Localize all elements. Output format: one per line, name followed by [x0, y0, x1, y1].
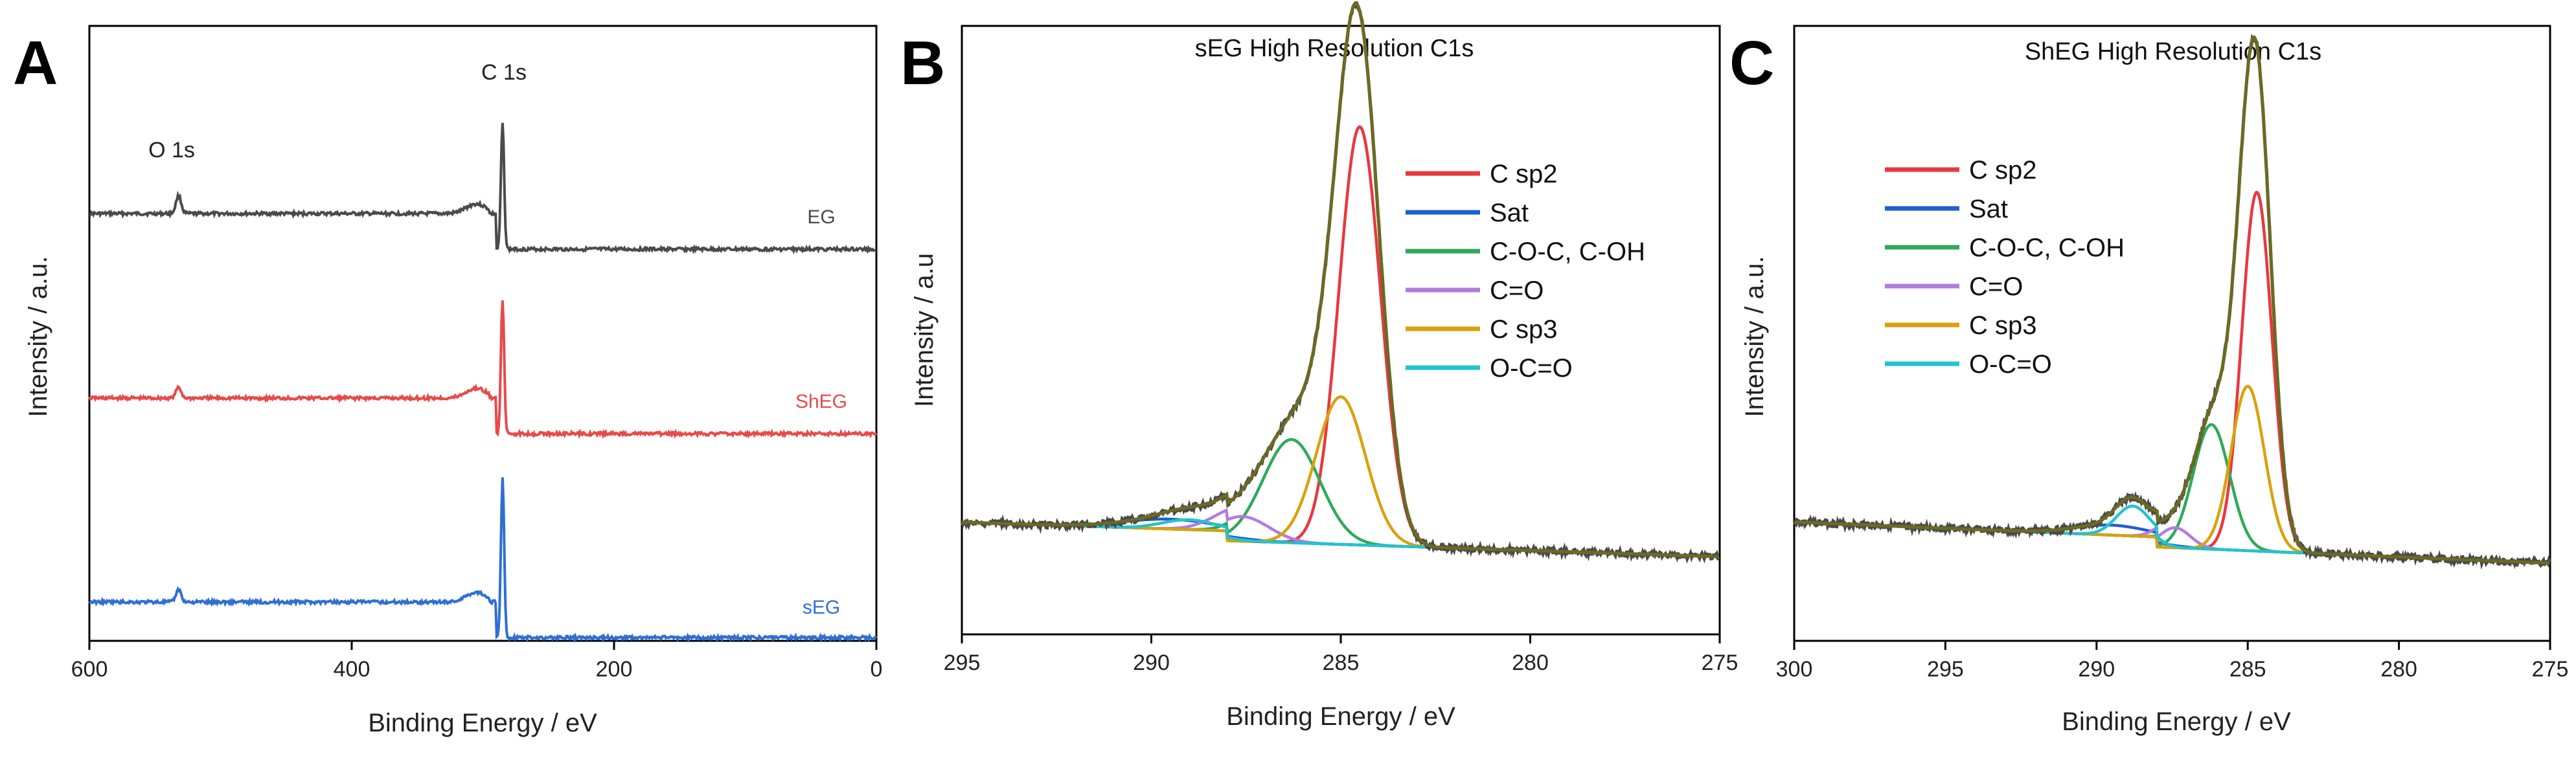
panelB-component-csp2 [1037, 125, 1567, 553]
panelB-tick-label: 295 [944, 651, 981, 675]
panelC-tick-label: 290 [2078, 657, 2115, 682]
panelC-legend-label: C-O-C, C-OH [1969, 234, 2125, 262]
panelC-tick-label: 295 [1927, 657, 1964, 682]
panelC-tick-label: 285 [2229, 657, 2266, 682]
panel-letter-c: C [1729, 28, 1774, 98]
panel-b-plot: 295 290 285 280 275 C sp2 Sat C-O-C, C-OH C=O C s… [944, 1, 1738, 675]
panel-c-ylabel: Intensity / a.u. [1740, 256, 1769, 417]
panelC-legend-label: C sp3 [1969, 311, 2037, 340]
panel-a-xlabel: Binding Energy / eV [368, 709, 597, 737]
panelC-raw-data [1793, 33, 2551, 570]
panelC-legend-label: Sat [1969, 195, 2008, 223]
panel-a-tick-label: 600 [71, 657, 108, 682]
panel-a-series-label: sEG [803, 597, 840, 618]
panelB-tick-label: 285 [1323, 651, 1360, 675]
panel-letter-a: A [13, 28, 58, 98]
panelB-legend-label: C=O [1490, 276, 1544, 305]
panelB-legend-label: C sp2 [1490, 160, 1558, 188]
panel-a-series-label: EG [807, 206, 835, 228]
panel-c-plot: 300 295 290 285 280 275 C sp2 Sat C-O-C, C-OH C=O… [1776, 33, 2569, 682]
panel-a-annotation: C 1s [481, 60, 527, 85]
panelB-tick-label: 275 [1702, 651, 1738, 675]
panel-a-annotation: O 1s [148, 138, 195, 162]
panel-b-title: sEG High Resolution C1s [1195, 35, 1474, 62]
panelB-legend-label: Sat [1490, 199, 1529, 227]
panel-c-frame [1793, 25, 2551, 642]
panel-a-series-seg [88, 477, 878, 643]
panelC-legend-label: C sp2 [1969, 156, 2037, 184]
panelB-component-csp3 [1037, 395, 1567, 553]
panelC-legend-label: C=O [1969, 273, 2023, 301]
panel-a-series-eg [89, 122, 877, 255]
panelB-component-co [1037, 507, 1567, 553]
panelC-envelope [1794, 35, 2550, 565]
panelB-envelope [961, 2, 1719, 559]
panelB-legend-label: C sp3 [1490, 315, 1558, 344]
panel-letter-b: B [900, 28, 945, 98]
panelC-tick-label: 275 [2532, 657, 2569, 682]
panelB-tick-label: 280 [1512, 651, 1549, 675]
panel-b-ylabel: Intensity / a.u [910, 253, 939, 407]
panel-a-tick-label: 0 [871, 657, 883, 682]
panelC-tick-label: 300 [1776, 657, 1813, 682]
panel-c-xlabel: Binding Energy / eV [2062, 708, 2291, 736]
panel-a-series-label: ShEG [795, 391, 847, 412]
panel-a-tick-label: 200 [596, 657, 633, 682]
panelB-tick-label: 290 [1133, 651, 1170, 675]
panelC-legend-label: O-C=O [1969, 350, 2052, 379]
panel-a-ylabel: Intensity / a.u. [24, 256, 52, 417]
panel-a-frame [88, 25, 878, 642]
panelB-legend-label: O-C=O [1490, 354, 1573, 383]
panelB-legend-label: C-O-C, C-OH [1490, 238, 1645, 266]
panelC-tick-label: 280 [2380, 657, 2417, 682]
panel-a-tick-label: 400 [334, 657, 370, 682]
panel-a-series-sheg [88, 300, 878, 440]
panel-c-title: ShEG High Resolution C1s [2025, 38, 2321, 65]
panel-b-xlabel: Binding Energy / eV [1226, 702, 1455, 731]
panel-a-plot: 600 400 200 0 EG ShEG sEG O 1s C 1s [71, 60, 883, 682]
